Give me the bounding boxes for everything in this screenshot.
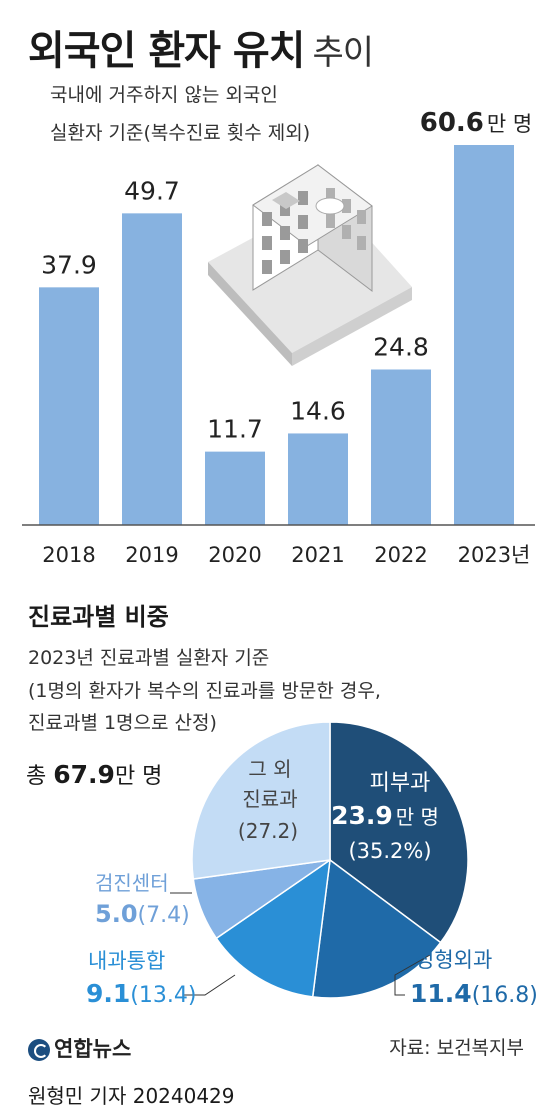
pie-slices (191, 721, 469, 999)
x-tick-label: 2019 (125, 543, 178, 567)
plastic-value: 11.4 (410, 979, 472, 1008)
plastic-percent: (16.8) (472, 983, 538, 1008)
slice-value-internal: 9.1(13.4) (86, 979, 196, 1008)
total-value: 67.9 (53, 760, 115, 789)
pie-slice-4 (191, 721, 331, 880)
pie-slice-0 (329, 721, 469, 944)
news-logo: 연합뉴스 (28, 1033, 131, 1063)
slice-label-other-1: 그 외 (248, 757, 291, 781)
logo-text: 연합뉴스 (54, 1037, 132, 1061)
bar-value-label: 49.7 (124, 176, 180, 205)
bars-group (39, 145, 514, 525)
bar-value-2023: 60.6 (420, 108, 484, 138)
slice-value-checkup: 5.0(7.4) (95, 900, 190, 928)
leader-line-plastic (394, 954, 431, 996)
slice-label-internal: 내과통합 (88, 949, 165, 973)
bar-value-label: 37.9 (41, 250, 97, 279)
pie-total: 총 67.9만 명 (26, 758, 162, 790)
slice-label-plastic: 성형외과 (415, 948, 492, 972)
pie-subtitle-3: 진료과별 1명으로 산정) (28, 712, 217, 734)
bar-2019 (122, 213, 182, 525)
pie-section-title: 진료과별 비중 (28, 603, 169, 631)
hospital-icon (208, 163, 412, 366)
bar-value-labels: 37.9 49.7 11.7 14.6 24.8 60.6 만 명 (41, 108, 532, 444)
derm-unit: 만 명 (396, 805, 439, 829)
total-prefix: 총 (26, 764, 47, 789)
checkup-percent: (7.4) (138, 903, 190, 928)
pie-slice-1 (311, 858, 442, 999)
bar-value-unit: 만 명 (487, 112, 532, 136)
x-tick-labels: 2018 2019 2020 2021 2022 2023년 (42, 543, 530, 567)
internal-value: 9.1 (86, 979, 130, 1008)
byline: 원형민 기자 20240429 (28, 1084, 235, 1108)
note-line-2: 실환자 기준(복수진료 횟수 제외) (50, 122, 311, 144)
x-tick-label: 2022 (374, 543, 427, 567)
slice-label-derm: 피부과 (370, 771, 431, 796)
bar-value-label: 24.8 (373, 332, 429, 361)
bar-value-label: 11.7 (207, 415, 263, 444)
x-tick-label: 2018 (42, 543, 95, 567)
bar-value-label: 14.6 (290, 396, 346, 425)
x-tick-label: 2021 (291, 543, 344, 567)
slice-percent-other: (27.2) (238, 819, 298, 843)
title-suffix: 추이 (312, 33, 374, 73)
bar-2021 (288, 433, 348, 525)
pie-subtitle-2: (1명의 환자가 복수의 진료과를 방문한 경우, (28, 680, 381, 702)
slice-label-checkup: 검진센터 (95, 871, 169, 895)
bar-2022 (371, 369, 431, 525)
x-tick-label: 2023년 (458, 543, 531, 567)
title-text: 외국인 환자 유치 (28, 28, 305, 74)
leader-line-internal (183, 974, 236, 996)
bar-chart: 37.9 49.7 11.7 14.6 24.8 60.6 만 명 2018 2019 2020… (22, 108, 535, 567)
chart-title: 외국인 환자 유치 추이 (28, 18, 374, 76)
x-tick-label: 2020 (208, 543, 261, 567)
derm-value: 23.9 (331, 801, 393, 830)
bar-2018 (39, 287, 99, 525)
source-note: 자료: 보건복지부 (389, 1037, 524, 1059)
logo-icon (28, 1039, 50, 1061)
total-unit: 만 명 (114, 764, 163, 789)
slice-label-other-2: 진료과 (242, 787, 297, 811)
slice-percent-derm: (35.2%) (348, 839, 431, 863)
checkup-value: 5.0 (95, 900, 138, 928)
slice-value-derm: 23.9 만 명 (331, 801, 439, 830)
note-line-1: 국내에 거주하지 않는 외국인 (50, 84, 278, 106)
bar-2020 (205, 451, 265, 525)
bar-value-label: 60.6 만 명 (420, 108, 532, 138)
slice-value-plastic: 11.4(16.8) (410, 979, 538, 1008)
pie-subtitle-1: 2023년 진료과별 실환자 기준 (28, 647, 270, 669)
bar-2023년 (454, 145, 514, 525)
pie-slice-2 (215, 858, 331, 998)
internal-percent: (13.4) (130, 983, 196, 1008)
